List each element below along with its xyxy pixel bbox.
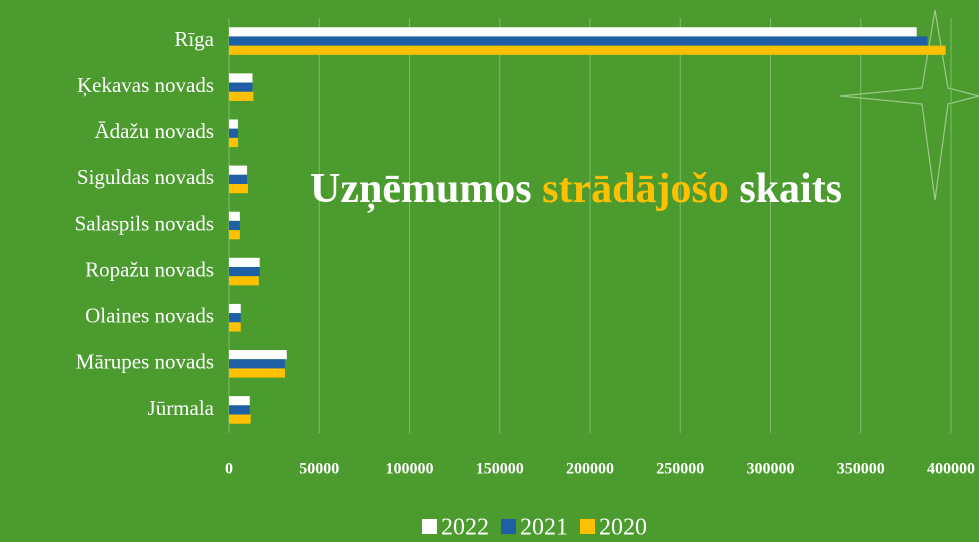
- bar: [229, 303, 241, 314]
- y-tick-label: Ropažu novads: [85, 257, 214, 281]
- bar: [229, 368, 285, 378]
- x-tick-label: 300000: [747, 461, 795, 478]
- bar: [229, 257, 260, 268]
- bar: [229, 183, 248, 194]
- bar: [229, 119, 239, 129]
- legend-swatch: [501, 519, 516, 534]
- bar: [229, 220, 240, 231]
- bar: [229, 414, 251, 424]
- y-tick-label: Salaspils novads: [75, 211, 214, 235]
- bars: [229, 27, 946, 424]
- legend-label: 2020: [599, 515, 647, 541]
- bar: [229, 211, 240, 221]
- bar: [229, 174, 248, 184]
- y-tick-label: Siguldas novads: [77, 165, 214, 189]
- title-part: Uzņēmumos: [310, 166, 532, 213]
- star-decoration: [839, 9, 979, 201]
- bar: [229, 396, 250, 406]
- x-tick-label: 50000: [299, 461, 339, 478]
- x-tick-label: 350000: [837, 461, 885, 478]
- y-tick-label: Mārupes novads: [76, 350, 214, 374]
- x-tick-label: 100000: [386, 461, 434, 478]
- bar: [229, 45, 946, 55]
- bar: [229, 73, 253, 83]
- title-part: skaits: [739, 166, 842, 212]
- y-tick-label: Olaines novads: [85, 304, 214, 328]
- legend-label: 2021: [520, 515, 568, 541]
- x-tick-label: 250000: [656, 461, 704, 478]
- chart-title: Uzņēmumos strādājošo skaits: [310, 166, 842, 213]
- bar: [229, 359, 285, 369]
- bar: [229, 322, 241, 332]
- y-tick-label: Jūrmala: [148, 396, 215, 420]
- x-tick-label: 400000: [927, 461, 975, 478]
- title-highlight: strādājošo: [542, 166, 729, 212]
- legend-swatch: [422, 519, 437, 534]
- bar: [229, 165, 248, 175]
- bar: [229, 276, 259, 286]
- bar: [229, 230, 240, 240]
- bar: [229, 350, 287, 360]
- bar: [229, 137, 239, 148]
- bar: [229, 36, 928, 46]
- x-tick-label: 200000: [566, 461, 614, 478]
- bar: [229, 91, 254, 101]
- y-tick-label: Ķekavas novads: [77, 73, 214, 97]
- y-tick-label: Ādažu novads: [94, 119, 214, 143]
- bar: [229, 128, 239, 138]
- y-tick-label: Rīga: [174, 27, 214, 51]
- legend-label: 2022: [441, 515, 489, 541]
- bar: [229, 82, 253, 92]
- bar: [229, 267, 260, 277]
- bar: [229, 313, 241, 323]
- bar: [229, 27, 917, 37]
- x-tick-label: 150000: [476, 461, 524, 478]
- x-tick-label: 0: [225, 461, 233, 478]
- legend-swatch: [580, 519, 595, 534]
- bar: [229, 405, 250, 415]
